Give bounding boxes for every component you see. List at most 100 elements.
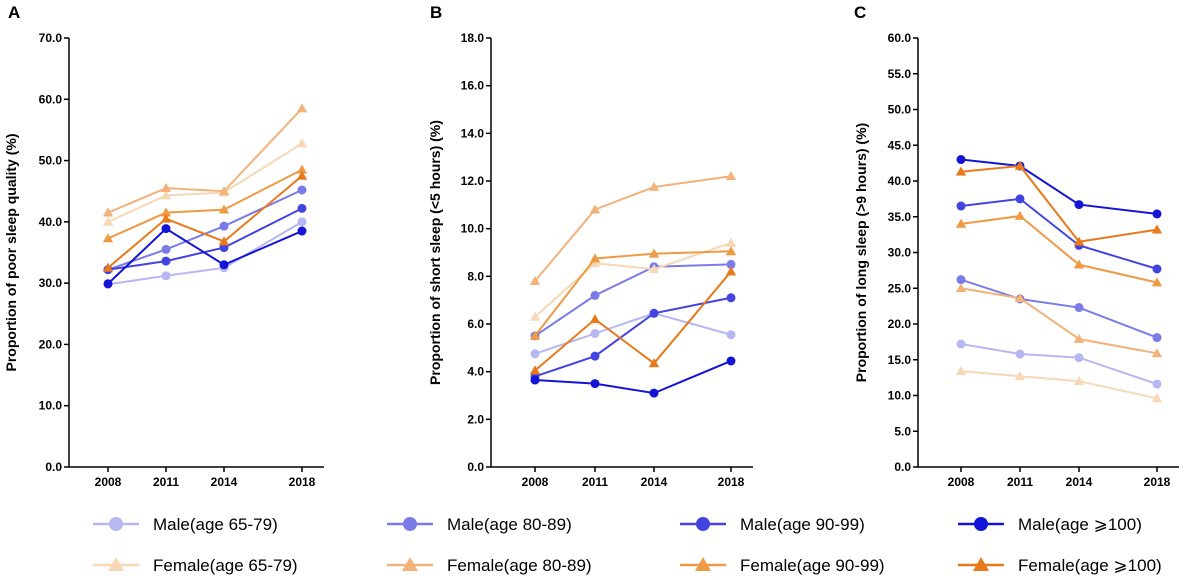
series-line: [534, 263, 732, 337]
panel-label: A: [8, 3, 20, 22]
series-male-age-100: [103, 224, 307, 289]
legend-marker: [107, 556, 125, 572]
y-tick-label: 10.0: [461, 222, 485, 236]
y-tick-label: 0.0: [894, 460, 911, 474]
series-female-age-90-99: [529, 246, 737, 340]
x-tick-label: 2011: [153, 475, 179, 489]
data-point: [1015, 194, 1025, 204]
x-tick-label: 2018: [1144, 475, 1171, 489]
x-tick-label: 2011: [1007, 475, 1033, 489]
y-axis-title: Proportion of poor sleep quality (%): [3, 134, 19, 372]
data-point: [1073, 236, 1085, 246]
data-point: [956, 275, 966, 285]
data-point: [725, 237, 737, 247]
data-point: [296, 138, 308, 148]
data-point: [725, 246, 737, 256]
series-line: [534, 175, 732, 282]
y-tick-label: 50.0: [888, 103, 912, 117]
panel-label: C: [854, 3, 866, 22]
series-female-age-100: [955, 160, 1163, 246]
legend-marker: [696, 517, 710, 531]
series-line: [960, 214, 1158, 284]
legend-label: Female(age 65-79): [153, 556, 298, 575]
y-axis-title: Proportion of long sleep (>9 hours) (%): [853, 123, 869, 382]
legend-marker: [109, 517, 123, 531]
data-point: [102, 216, 114, 226]
series-line: [107, 207, 303, 271]
data-point: [296, 103, 308, 113]
series-line: [107, 168, 303, 240]
data-point: [648, 264, 660, 274]
x-tick-label: 2008: [95, 475, 122, 489]
data-point: [955, 366, 967, 376]
data-point: [297, 217, 307, 227]
legend-marker: [974, 517, 988, 531]
data-point: [219, 260, 229, 270]
data-point: [590, 290, 600, 300]
series-line: [534, 270, 732, 372]
series-male-age-100: [530, 356, 736, 398]
series-line: [107, 107, 303, 214]
data-point: [648, 181, 660, 191]
series-female-age-100: [102, 170, 308, 272]
y-tick-label: 15.0: [888, 353, 912, 367]
data-point: [160, 182, 172, 193]
legend-marker: [694, 556, 712, 572]
y-tick-label: 10.0: [888, 389, 912, 403]
legend-item-female-age-100: Female(age ⩾100): [958, 556, 1162, 575]
y-tick-label: 50.0: [39, 154, 63, 168]
y-tick-label: 70.0: [39, 31, 63, 45]
y-tick-label: 55.0: [888, 67, 912, 81]
series-line: [960, 287, 1158, 355]
data-point: [161, 256, 171, 266]
y-tick-label: 12.0: [461, 174, 485, 188]
x-tick-label: 2014: [1066, 475, 1093, 489]
series-line: [960, 197, 1158, 270]
legend-item-male-age-100: Male(age ⩾100): [958, 515, 1142, 534]
series-line: [960, 343, 1158, 386]
data-point: [102, 233, 114, 243]
series-line: [960, 164, 1158, 243]
y-tick-label: 8.0: [467, 269, 484, 283]
data-point: [1151, 224, 1163, 234]
x-tick-label: 2011: [582, 475, 608, 489]
x-tick-label: 2018: [718, 475, 745, 489]
data-point: [1152, 333, 1162, 343]
legend-marker: [401, 556, 419, 572]
data-point: [1014, 160, 1026, 170]
y-tick-label: 6.0: [467, 317, 484, 331]
legend-marker: [972, 556, 990, 572]
data-point: [649, 388, 659, 398]
data-point: [160, 190, 172, 200]
data-point: [956, 155, 966, 165]
data-point: [1014, 371, 1026, 381]
series-male-age-80-89: [530, 259, 736, 341]
data-point: [590, 329, 600, 339]
data-point: [1074, 353, 1084, 363]
series-line: [534, 360, 732, 395]
y-tick-label: 0.0: [467, 460, 484, 474]
y-tick-label: 16.0: [461, 79, 485, 93]
series-male-age-65-79: [530, 308, 736, 359]
y-tick-label: 45.0: [888, 138, 912, 152]
series-female-age-65-79: [955, 366, 1163, 403]
data-point: [726, 356, 736, 366]
data-point: [530, 375, 540, 385]
y-tick-label: 5.0: [894, 424, 911, 438]
x-tick-label: 2014: [641, 475, 668, 489]
y-tick-label: 30.0: [888, 246, 912, 260]
data-point: [956, 201, 966, 211]
chart-panel-b: B 0.0 2.0 4.0 6.0 8.0 10.0 12.0 14.0 16.0 18.0 2008…: [427, 3, 753, 489]
data-point: [1152, 264, 1162, 274]
data-point: [1073, 376, 1085, 386]
data-point: [160, 213, 172, 223]
data-point: [726, 330, 736, 340]
series-line: [107, 189, 303, 271]
series-line: [534, 296, 732, 378]
data-point: [1074, 200, 1084, 210]
series-line: [107, 227, 303, 285]
legend-label: Female(age 90-99): [740, 556, 885, 575]
data-point: [725, 266, 737, 276]
y-tick-label: 30.0: [39, 276, 63, 290]
series-male-age-65-79: [956, 339, 1162, 389]
